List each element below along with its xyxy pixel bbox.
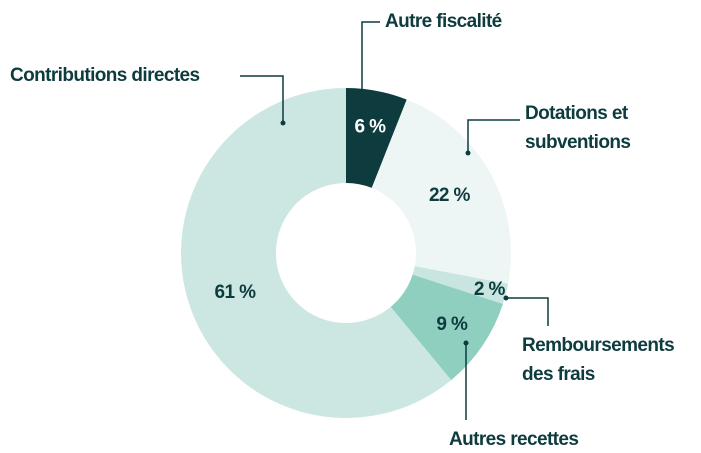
value-label: 9 % <box>436 314 468 335</box>
leader-line <box>361 21 380 92</box>
leader-line <box>467 119 520 153</box>
category-label: Contributions directes <box>10 65 200 86</box>
leader-dot <box>503 295 509 301</box>
category-label: Dotations et subventions <box>525 103 631 153</box>
leader-line <box>506 297 549 326</box>
value-label: 22 % <box>429 185 471 206</box>
leader-dot <box>463 340 469 346</box>
slice <box>180 88 452 418</box>
leader-line <box>240 75 284 123</box>
slice <box>371 99 511 284</box>
category-label: Autre fiscalité <box>385 11 502 32</box>
value-label: 6 % <box>355 116 387 137</box>
leader-dot <box>465 150 471 156</box>
slices <box>180 88 511 418</box>
slice <box>390 274 503 381</box>
slice <box>346 88 407 188</box>
slice <box>412 266 509 304</box>
category-label: Autres recettes <box>449 429 579 450</box>
value-label: 61 % <box>215 282 257 303</box>
leader-lines <box>240 21 549 420</box>
category-label: Remboursements des frais <box>522 335 675 385</box>
value-label: 2 % <box>474 279 506 300</box>
leader-dot <box>280 120 286 126</box>
